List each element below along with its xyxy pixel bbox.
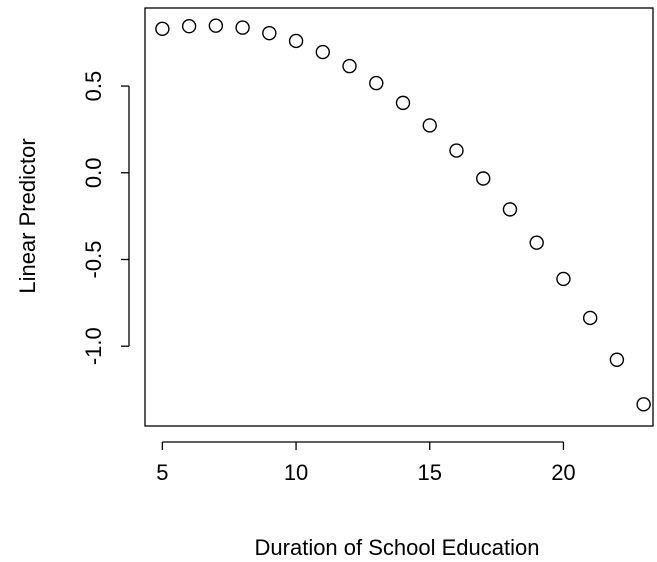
y-tick-label: 0.5 [81,71,106,102]
y-tick-label: -0.5 [81,241,106,279]
y-axis: -1.0 -0.5 0.0 0.5 [81,71,130,365]
data-point [422,118,437,133]
data-point [342,58,357,74]
x-tick-label: 5 [156,460,168,485]
data-point [395,95,411,111]
x-axis: 5 10 15 20 [156,441,576,485]
data-point [449,143,464,158]
data-point [476,171,491,186]
data-point [529,235,544,250]
data-point [315,44,330,60]
y-axis-title: Linear Predictor [15,138,40,293]
plot-frame [144,7,654,427]
data-point [288,33,304,49]
data-point [208,18,224,33]
data-points [155,18,651,412]
data-point [181,19,197,34]
y-tick-label: -1.0 [81,327,106,365]
data-point [609,352,625,367]
x-axis-title: Duration of School Education [255,535,540,560]
x-tick-label: 15 [418,460,442,485]
data-point [502,202,518,217]
data-point [235,20,250,35]
x-tick-label: 20 [551,460,575,485]
data-point [582,310,598,326]
data-point [369,75,384,91]
data-point [556,271,571,287]
data-point [636,397,651,412]
y-tick-label: 0.0 [81,157,106,188]
x-tick-label: 10 [284,460,308,485]
data-point [155,21,170,37]
data-point [262,25,277,41]
